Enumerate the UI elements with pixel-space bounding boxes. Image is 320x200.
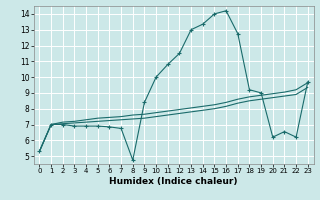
X-axis label: Humidex (Indice chaleur): Humidex (Indice chaleur) <box>109 177 238 186</box>
